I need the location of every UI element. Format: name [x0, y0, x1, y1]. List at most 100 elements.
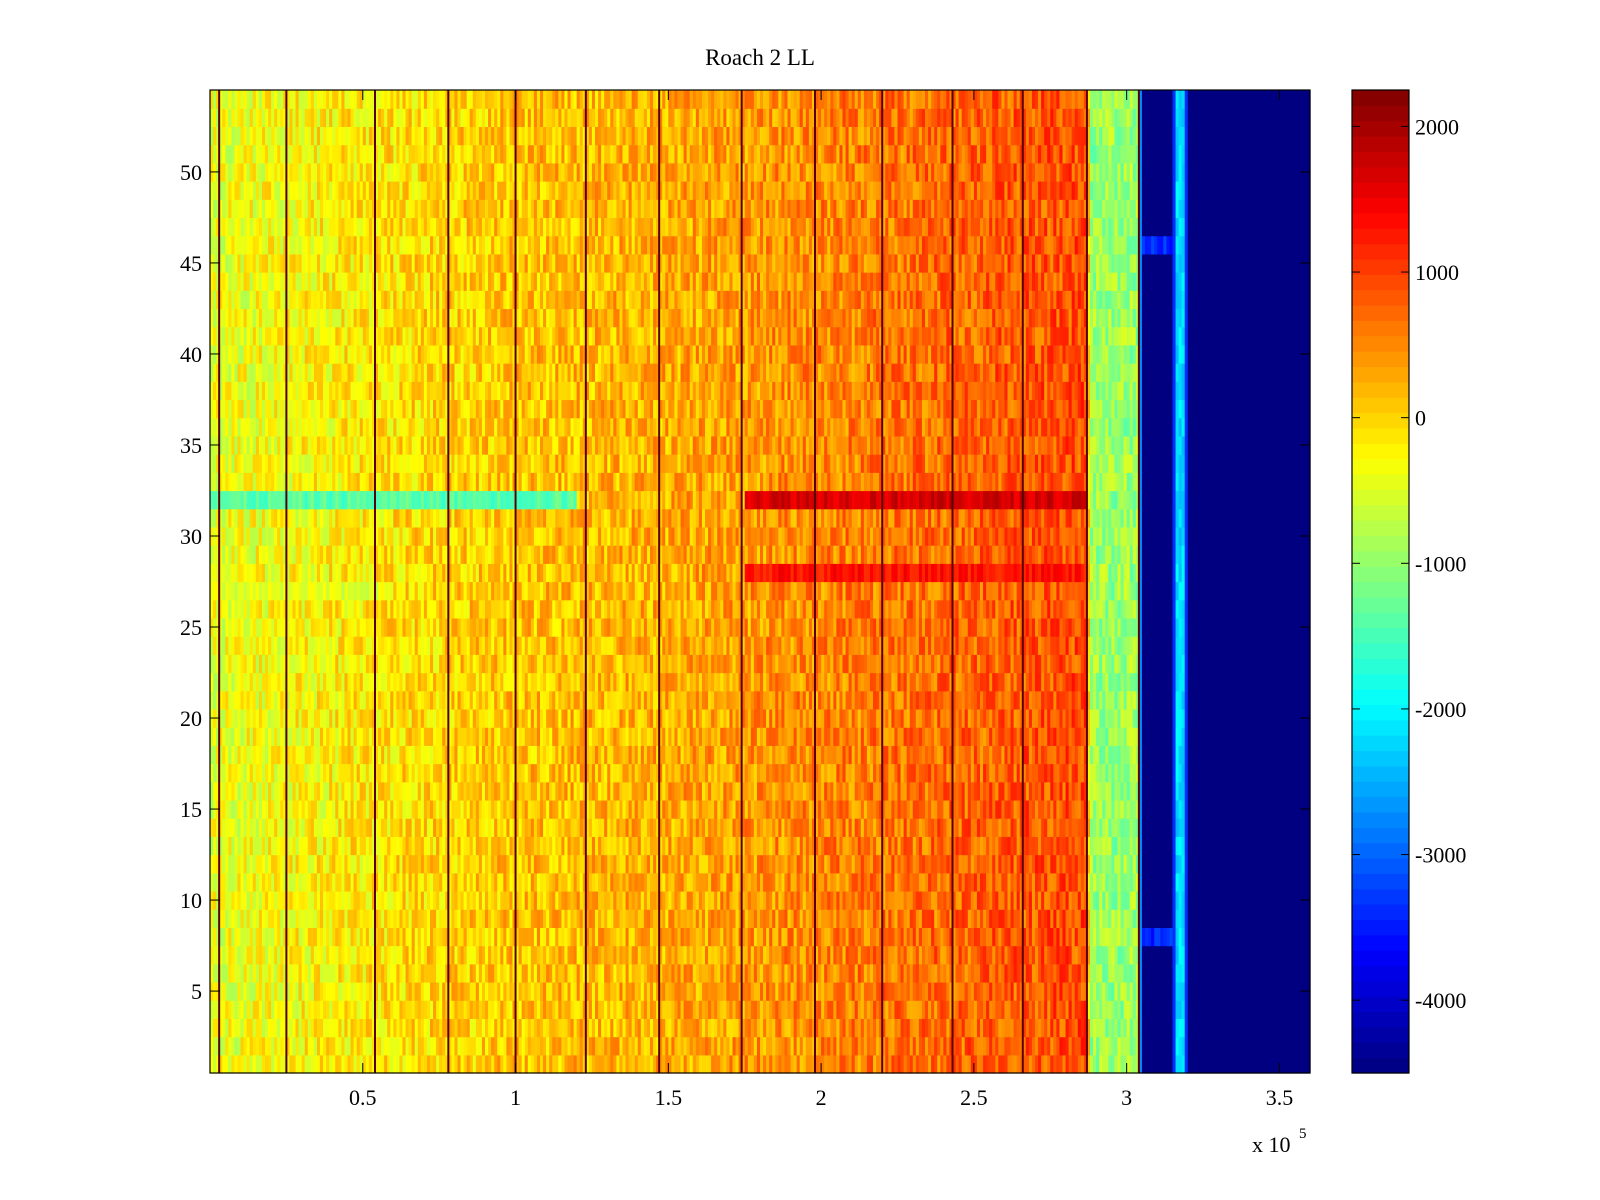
heatmap-cell: [1172, 1036, 1177, 1056]
heatmap-cell: [567, 836, 572, 856]
heatmap-cell: [307, 963, 312, 983]
heatmap-cell: [894, 927, 899, 947]
heatmap-cell: [888, 963, 892, 983]
heatmap-cell: [530, 818, 535, 837]
heatmap-cell: [821, 872, 825, 892]
heatmap-cell: [228, 890, 232, 910]
heatmap-cell: [231, 963, 236, 983]
heatmap-cell: [558, 927, 562, 947]
heatmap-cell: [1218, 927, 1222, 947]
heatmap-cell: [527, 1036, 532, 1056]
heatmap-cell: [488, 890, 492, 910]
heatmap-cell: [375, 945, 379, 965]
heatmap-cell: [726, 854, 731, 874]
heatmap-cell: [344, 1018, 349, 1038]
heatmap-cell: [860, 981, 865, 1001]
heatmap-cell: [521, 836, 526, 856]
heatmap-cell: [1187, 1000, 1192, 1019]
heatmap-cell: [760, 1036, 764, 1056]
heatmap-cell: [1077, 890, 1082, 910]
heatmap-cell: [1227, 963, 1232, 983]
heatmap-cell: [454, 963, 459, 983]
heatmap-cell: [494, 1054, 498, 1074]
heatmap-cell: [839, 1036, 844, 1056]
heatmap-cell: [1175, 890, 1180, 910]
heatmap-cell: [735, 945, 740, 965]
heatmap-cell: [301, 872, 306, 892]
heatmap-cell: [466, 1018, 471, 1038]
heatmap-cell: [781, 945, 786, 965]
heatmap-cell: [781, 1054, 786, 1074]
heatmap-cell: [1138, 1000, 1143, 1019]
heatmap-cell: [378, 927, 382, 947]
heatmap-cell: [384, 963, 388, 983]
heatmap-cell: [436, 927, 440, 947]
heatmap-cell: [1270, 927, 1274, 947]
heatmap-cell: [326, 963, 330, 983]
heatmap-cell: [1218, 963, 1222, 983]
heatmap-cell: [1187, 945, 1192, 965]
heatmap-cell: [371, 981, 376, 1001]
heatmap-cell: [796, 981, 801, 1001]
heatmap-cell: [787, 854, 792, 874]
heatmap-cell: [491, 1018, 495, 1038]
heatmap-cell: [362, 981, 367, 1001]
heatmap-cell: [1203, 836, 1207, 856]
heatmap-cell: [1031, 854, 1036, 874]
heatmap-cell: [830, 818, 834, 837]
heatmap-cell: [378, 872, 382, 892]
heatmap-cell: [628, 854, 633, 874]
heatmap-cell: [1190, 981, 1195, 1001]
heatmap-cell: [283, 836, 287, 856]
heatmap-cell: [1053, 818, 1057, 837]
heatmap-cell: [307, 890, 312, 910]
heatmap-cell: [992, 854, 996, 874]
heatmap-cell: [1056, 927, 1061, 947]
heatmap-cell: [448, 872, 452, 892]
heatmap-cell: [313, 945, 318, 965]
heatmap-cell: [524, 945, 529, 965]
heatmap-cell: [500, 945, 504, 965]
heatmap-cell: [894, 854, 899, 874]
heatmap-cell: [274, 1054, 278, 1074]
heatmap-cell: [998, 1036, 1002, 1056]
heatmap-cell: [766, 1036, 770, 1056]
heatmap-cell: [518, 1018, 523, 1038]
heatmap-cell: [234, 818, 239, 837]
heatmap-cell: [760, 909, 764, 928]
heatmap-cell: [323, 963, 327, 983]
heatmap-cell: [301, 909, 306, 928]
heatmap-cell: [1245, 981, 1250, 1001]
heatmap-cell: [1203, 963, 1207, 983]
heatmap-cell: [222, 836, 226, 856]
heatmap-cell: [1062, 1036, 1067, 1056]
heatmap-cell: [1264, 1000, 1268, 1019]
heatmap-cell: [246, 981, 251, 1001]
heatmap-cell: [261, 1036, 266, 1056]
heatmap-cell: [1138, 890, 1143, 910]
heatmap-cell: [973, 890, 978, 910]
heatmap-cell: [711, 945, 715, 965]
heatmap-cell: [1230, 854, 1235, 874]
heatmap-cell: [925, 981, 929, 1001]
heatmap-cell: [1120, 854, 1125, 874]
heatmap-cell: [320, 890, 324, 910]
heatmap-cell: [879, 945, 883, 965]
heatmap-cell: [494, 945, 498, 965]
heatmap-cell: [359, 981, 364, 1001]
heatmap-cell: [255, 909, 260, 928]
heatmap-cell: [1248, 927, 1253, 947]
heatmap-cell: [478, 981, 483, 1001]
heatmap-cell: [304, 872, 309, 892]
heatmap-cell: [1166, 945, 1171, 965]
heatmap-cell: [866, 981, 871, 1001]
heatmap-cell: [958, 927, 963, 947]
heatmap-cell: [414, 836, 419, 856]
heatmap-cell: [216, 1018, 220, 1038]
heatmap-cell: [231, 1036, 236, 1056]
heatmap-cell: [650, 854, 654, 874]
heatmap-cell: [1141, 818, 1146, 837]
heatmap-cell: [533, 1036, 538, 1056]
heatmap-cell: [494, 909, 498, 928]
heatmap-cell: [292, 909, 297, 928]
